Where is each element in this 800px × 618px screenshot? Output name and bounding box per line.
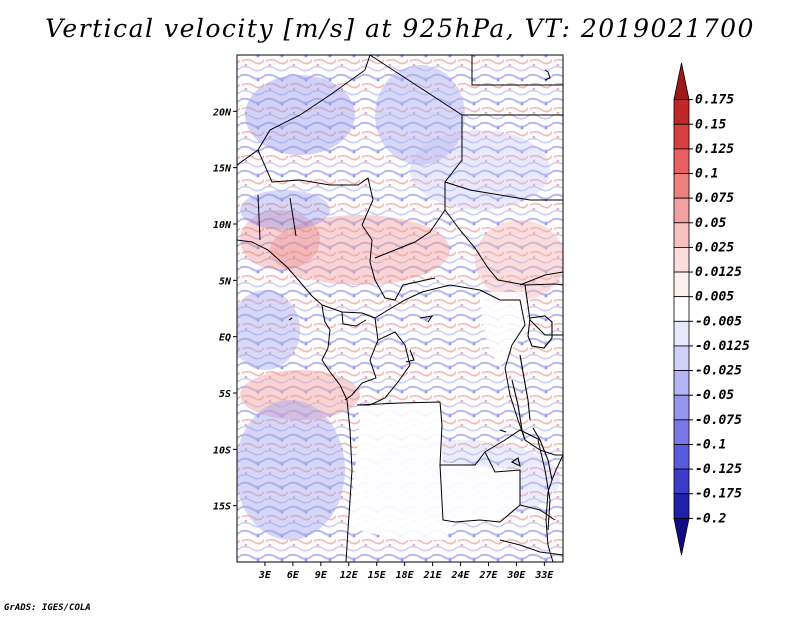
- colorbar-swatch: [673, 247, 690, 273]
- colorbar-label: 0.05: [695, 216, 726, 231]
- colorbar-label: -0.075: [695, 413, 742, 428]
- lon-tick-label: 27E: [478, 570, 498, 581]
- colorbar-label: 0.025: [695, 240, 734, 255]
- colorbar-label: -0.175: [695, 487, 742, 502]
- colorbar-swatch: [673, 62, 690, 101]
- map-frame: [236, 54, 564, 563]
- lat-tick-label: 20N: [212, 107, 232, 118]
- lon-tick-label: 21E: [423, 570, 443, 581]
- colorbar-label: 0.15: [695, 117, 726, 132]
- colorbar-swatch: [673, 517, 690, 556]
- colorbar-swatch: [673, 370, 690, 396]
- colorbar-label: -0.0125: [695, 339, 750, 354]
- colorbar-swatch: [673, 173, 690, 199]
- latitude-axis: 20N 15N 10N 5N EQ 5S 10S 15S: [212, 107, 237, 513]
- colorbar-label: 0.075: [695, 191, 734, 206]
- colorbar-swatch: [673, 345, 690, 371]
- colorbar-label: 0.175: [695, 93, 734, 108]
- lon-tick-label: 18E: [396, 570, 415, 581]
- colorbar-swatch: [673, 123, 690, 150]
- colorbar-label: -0.1: [695, 437, 726, 452]
- lat-tick-label: 10S: [213, 445, 231, 456]
- colorbar-swatch: [673, 222, 690, 248]
- lat-tick-label: 15N: [213, 164, 232, 175]
- lon-tick-label: 24E: [451, 570, 471, 581]
- lat-tick-label: 10N: [213, 220, 232, 231]
- colorbar-swatch: [673, 444, 690, 470]
- colorbar: 0.175 0.15 0.125 0.1 0.075 0.05 0.025 0.0125 0.0…: [673, 62, 750, 556]
- colorbar-swatch: [673, 394, 690, 421]
- colorbar-swatch: [673, 271, 690, 298]
- colorbar-swatch: [673, 197, 690, 224]
- lon-tick-label: 30E: [506, 570, 526, 581]
- colorbar-swatch: [673, 296, 690, 322]
- colorbar-swatch: [673, 320, 690, 347]
- colorbar-swatch: [673, 468, 690, 495]
- colorbar-label: -0.05: [695, 388, 734, 403]
- lon-tick-label: 12E: [340, 570, 359, 581]
- lakes: [288, 315, 553, 481]
- map-title: Vertical velocity [m/s] at 925hPa, VT: 2…: [45, 14, 755, 43]
- colorbar-swatch: [673, 419, 690, 445]
- lat-tick-label: 5N: [219, 276, 232, 287]
- lon-tick-label: 15E: [368, 570, 387, 581]
- lon-tick-label: 3E: [258, 570, 272, 581]
- colorbar-label: -0.005: [695, 314, 742, 329]
- colorbar-label: 0.125: [695, 142, 734, 157]
- colorbar-swatch: [673, 148, 690, 174]
- colorbar-swatch: [673, 493, 690, 519]
- colorbar-label: -0.2: [695, 511, 726, 526]
- colorbar-label: 0.1: [695, 167, 718, 182]
- colorbar-label: 0.005: [695, 290, 734, 305]
- lon-tick-label: 6E: [287, 570, 300, 581]
- credit-label: GrADS: IGES/COLA: [4, 603, 91, 613]
- colorbar-label: -0.125: [695, 462, 742, 477]
- lon-tick-label: 33E: [534, 570, 554, 581]
- country-borders: [237, 55, 563, 562]
- colorbar-swatch: [673, 99, 690, 125]
- longitude-axis: 3E 6E 9E 12E 15E 18E 21E 24E 27E 30E 33E: [258, 562, 554, 581]
- lat-tick-label: 5S: [219, 389, 231, 400]
- vertical-velocity-field: [237, 55, 563, 562]
- lat-tick-label: EQ: [219, 333, 231, 344]
- colorbar-label: 0.0125: [695, 265, 742, 280]
- colorbar-label: -0.025: [695, 364, 742, 379]
- lon-tick-label: 9E: [315, 570, 328, 581]
- lat-tick-label: 15S: [213, 502, 231, 513]
